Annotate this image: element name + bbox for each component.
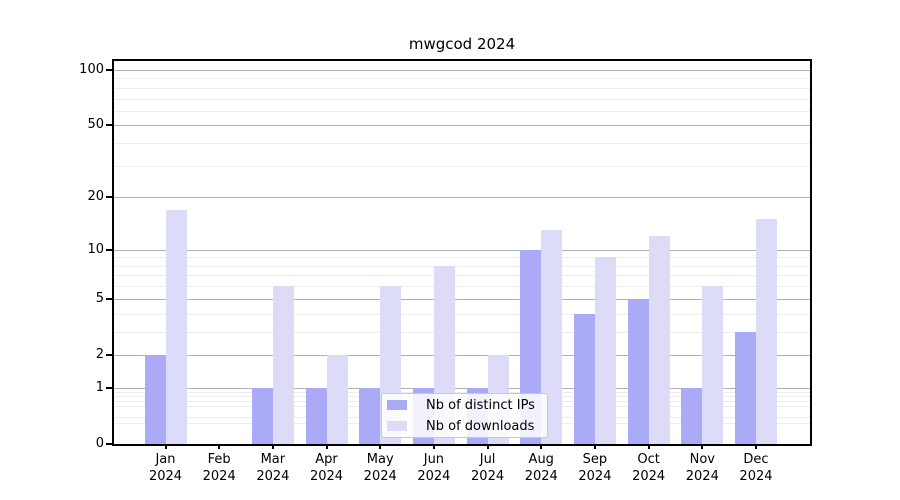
gridline-1 <box>114 387 810 389</box>
x-tick-mark-mar <box>271 444 274 449</box>
gridline-3 <box>114 331 810 333</box>
legend-label-distinct-ips: Nb of distinct IPs <box>426 397 535 413</box>
gridline-2 <box>114 354 810 356</box>
gridline-50 <box>114 125 810 127</box>
gridline-40 <box>114 143 810 145</box>
gridline-90 <box>114 78 810 80</box>
bar-downloads-aug <box>541 230 563 444</box>
y-tick-label-10: 10 <box>87 241 104 257</box>
x-tick-mark-may <box>379 444 382 449</box>
bar-downloads-mar <box>272 286 294 444</box>
x-tick-label-apr: Apr 2024 <box>309 452 344 484</box>
x-tick-mark-oct <box>647 444 650 449</box>
x-tick-mark-feb <box>218 444 221 449</box>
gridline-60 <box>114 110 810 112</box>
gridline-4 <box>114 313 810 315</box>
bar-downloads-nov <box>702 286 724 444</box>
x-tick-mark-jan <box>164 444 167 449</box>
x-tick-label-feb: Feb 2024 <box>202 452 236 484</box>
x-tick-label-dec: Dec 2024 <box>739 452 773 484</box>
gridline-9 <box>114 257 810 259</box>
x-tick-label-aug: Aug 2024 <box>524 452 558 484</box>
x-tick-mark-nov <box>701 444 704 449</box>
bar-downloads-jan <box>165 209 187 444</box>
bar-ips-may <box>359 387 381 444</box>
y-tick-mark-100 <box>106 69 112 71</box>
x-tick-mark-jun <box>432 444 435 449</box>
gridline-30 <box>114 165 810 167</box>
y-tick-label-20: 20 <box>87 189 104 205</box>
x-tick-label-sep: Sep 2024 <box>578 452 612 484</box>
x-tick-label-oct: Oct 2024 <box>632 452 666 484</box>
gridline-20 <box>114 197 810 199</box>
x-tick-label-jun: Jun 2024 <box>417 452 451 484</box>
x-tick-mark-jul <box>486 444 489 449</box>
y-tick-mark-10 <box>106 248 112 251</box>
bar-ips-dec <box>734 331 756 444</box>
y-tick-label-50: 50 <box>87 117 104 133</box>
x-tick-mark-sep <box>593 444 596 449</box>
legend-item-distinct-ips: Nb of distinct IPs <box>387 395 547 416</box>
x-tick-label-mar: Mar 2024 <box>256 452 290 484</box>
legend-item-downloads: Nb of downloads <box>387 416 547 437</box>
x-tick-mark-aug <box>540 444 543 449</box>
bar-ips-oct <box>627 298 649 444</box>
y-tick-mark-20 <box>106 196 112 199</box>
y-tick-label-5: 5 <box>95 290 104 306</box>
y-tick-label-0: 0 <box>95 436 104 451</box>
x-tick-mark-dec <box>754 444 757 449</box>
x-tick-label-jan: Jan 2024 <box>148 452 183 484</box>
bar-downloads-apr <box>326 354 348 444</box>
legend-swatch-downloads <box>387 421 407 431</box>
gridline-70 <box>114 98 810 100</box>
gridline-8 <box>114 265 810 267</box>
chart-title: mwgcod 2024 <box>408 35 516 53</box>
gridline-0.9 <box>114 391 810 393</box>
y-tick-mark-5 <box>106 297 112 300</box>
y-tick-mark-1 <box>106 386 112 389</box>
y-tick-label-1: 1 <box>95 379 104 395</box>
x-tick-label-nov: Nov 2024 <box>685 452 719 484</box>
bar-downloads-sep <box>594 257 616 444</box>
gridline-5 <box>114 298 810 300</box>
y-tick-label-100: 100 <box>79 62 104 77</box>
y-tick-mark-50 <box>106 124 112 127</box>
bar-downloads-oct <box>648 236 670 444</box>
bar-ips-mar <box>251 387 273 444</box>
plot-area <box>112 59 812 446</box>
bar-ips-jan <box>144 354 166 444</box>
gridline-7 <box>114 275 810 277</box>
y-tick-mark-2 <box>106 353 112 356</box>
x-tick-mark-apr <box>325 444 328 449</box>
legend: Nb of distinct IPs Nb of downloads <box>381 393 548 438</box>
legend-swatch-distinct-ips <box>387 400 407 410</box>
legend-label-downloads: Nb of downloads <box>426 418 535 434</box>
bar-downloads-dec <box>755 219 777 444</box>
bar-ips-sep <box>573 313 595 444</box>
gridline-10 <box>114 249 810 251</box>
gridline-80 <box>114 87 810 89</box>
gridline-100 <box>114 70 810 71</box>
bar-ips-apr <box>305 387 327 444</box>
y-tick-label-2: 2 <box>95 346 104 362</box>
y-tick-mark-0 <box>106 443 112 445</box>
x-tick-label-jul: Jul 2024 <box>471 452 505 484</box>
x-tick-label-may: May 2024 <box>363 452 397 484</box>
bar-ips-nov <box>681 387 703 444</box>
gridline-6 <box>114 286 810 288</box>
